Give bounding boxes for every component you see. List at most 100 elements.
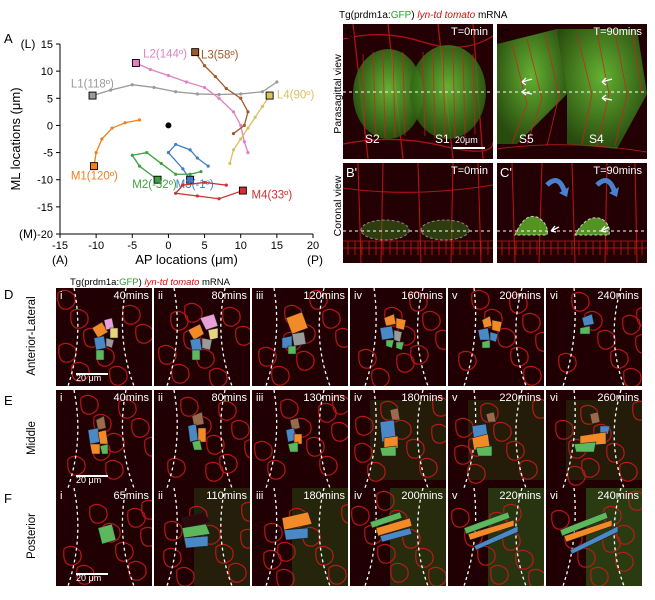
row-label-posterior: Posterior <box>26 512 38 560</box>
series-label: M2(-32º) <box>132 179 177 191</box>
frame-time: 160mins <box>401 290 443 302</box>
frame-index: ii <box>158 392 163 404</box>
segment-label-s4: S4 <box>589 132 604 146</box>
trajectory-point <box>202 64 207 68</box>
header-genotype-rows: Tg(prdm1a:GFP) lyn-td tomato mRNA <box>70 277 230 288</box>
x-tick-label: -15 <box>52 240 68 252</box>
trajectory-point <box>246 110 250 114</box>
trajectory-point <box>202 180 207 185</box>
trajectory-point <box>100 137 104 141</box>
trajectory-point <box>217 197 221 201</box>
panel-c-image: C T=90mins S5 S4 <box>497 24 647 159</box>
frame-time: 220mins <box>499 392 541 404</box>
panel-c2-time: T=90mins <box>593 165 642 177</box>
frame-index: vi <box>550 490 558 502</box>
trajectory-point <box>217 92 221 97</box>
trajectory-line <box>131 151 202 181</box>
trajectory-point <box>195 92 199 96</box>
panel-label-d: D <box>4 287 14 302</box>
panel-e-frame-3: iii 130mins <box>252 390 348 488</box>
x-tick-label: -10 <box>88 240 104 252</box>
trajectory-line <box>93 119 140 167</box>
trajectory-point <box>130 83 134 87</box>
panel-b-scalebar-label: 20μm <box>455 135 478 145</box>
panel-label-c: C <box>500 26 510 41</box>
frame-index: iii <box>256 392 264 404</box>
trajectory-point <box>166 150 171 155</box>
trajectory-start-marker <box>131 59 140 67</box>
trajectory-point <box>217 96 221 100</box>
x-end-left: (A) <box>52 253 68 267</box>
frame-time: 240mins <box>597 490 639 502</box>
frame-time: 180mins <box>401 392 443 404</box>
trajectory-start-marker <box>90 162 98 171</box>
frame-time: 40mins <box>113 392 149 404</box>
trajectory-start-marker <box>265 91 274 100</box>
frame-index: iii <box>256 290 264 302</box>
trajectory-point <box>231 110 236 114</box>
trajectory-start-marker <box>238 186 247 195</box>
frame-index: iii <box>256 490 264 502</box>
panel-label-b: B <box>346 26 355 41</box>
panel-label-f: F <box>4 491 12 506</box>
y-tick-label: -15 <box>37 202 53 214</box>
frame-time: 110mins <box>206 490 247 502</box>
frame-index: vi <box>550 392 558 404</box>
trajectory-point <box>130 153 134 157</box>
panel-f-frame-2: ii 110mins <box>154 488 250 586</box>
frame-time: 240mins <box>597 290 639 302</box>
frame-index: vi <box>550 290 558 302</box>
trajectory-point <box>123 121 127 125</box>
frame-time: 200mins <box>499 290 541 302</box>
series-label: M1(120º) <box>71 171 118 183</box>
trajectory-point <box>239 137 243 141</box>
trajectory-point <box>137 118 142 122</box>
y-tick-label: 15 <box>41 39 53 51</box>
x-tick-label: 15 <box>271 240 283 252</box>
frame-time: 40mins <box>113 290 149 302</box>
trajectory-point <box>224 183 228 187</box>
y-axis-title: ML locations (μm) <box>8 87 23 190</box>
trajectory-point <box>199 169 203 174</box>
origin-marker <box>165 122 172 129</box>
trajectory-start-marker <box>191 48 200 57</box>
x-tick-label: 0 <box>165 240 171 252</box>
frame-index: iv <box>354 392 362 404</box>
trajectory-point <box>174 191 178 195</box>
trajectory-point <box>110 126 114 130</box>
panel-e-frame-6: vi 260mins <box>546 390 642 488</box>
trajectory-point <box>260 104 264 109</box>
panel-d-frame-4: iv 160mins <box>350 288 446 386</box>
scalebar-label: 20 μm <box>76 475 102 485</box>
x-end-right: (P) <box>307 253 323 267</box>
trajectory-point <box>174 172 178 176</box>
y-end-top: (L) <box>21 37 36 51</box>
frame-time: 130mins <box>303 392 345 404</box>
trajectory-point <box>202 85 207 90</box>
frame-time: 80mins <box>211 392 247 404</box>
panel-f-frame-6: vi 240mins <box>546 488 642 586</box>
segment-label-s1: S1 <box>435 132 450 146</box>
series-label: L4(90º) <box>277 89 315 101</box>
panel-b2-time: T=0min <box>451 165 488 177</box>
panel-label-b-prime: B' <box>346 165 358 180</box>
frame-index: ii <box>158 290 163 302</box>
trajectory-point <box>181 167 185 171</box>
trajectory-point <box>239 92 243 96</box>
trajectory-point <box>109 88 113 92</box>
trajectory-point <box>181 183 185 187</box>
scalebar-label: 20 μm <box>76 373 102 383</box>
trajectory-point <box>188 148 192 152</box>
trajectory-line <box>194 51 249 135</box>
frame-index: v <box>452 392 458 404</box>
y-end-bottom: (M) <box>19 227 37 241</box>
trajectory-point <box>231 131 236 136</box>
panel-label-a: A <box>4 31 13 46</box>
frame-index: v <box>452 290 458 302</box>
panel-label-c-prime: C' <box>500 165 512 180</box>
panel-b-time: T=0min <box>451 26 488 38</box>
panel-b2-image: B' T=0min <box>343 163 493 263</box>
trajectory-start-marker <box>88 91 97 100</box>
panel-d-frame-3: iii 120mins <box>252 288 348 386</box>
frame-index: v <box>452 490 458 502</box>
